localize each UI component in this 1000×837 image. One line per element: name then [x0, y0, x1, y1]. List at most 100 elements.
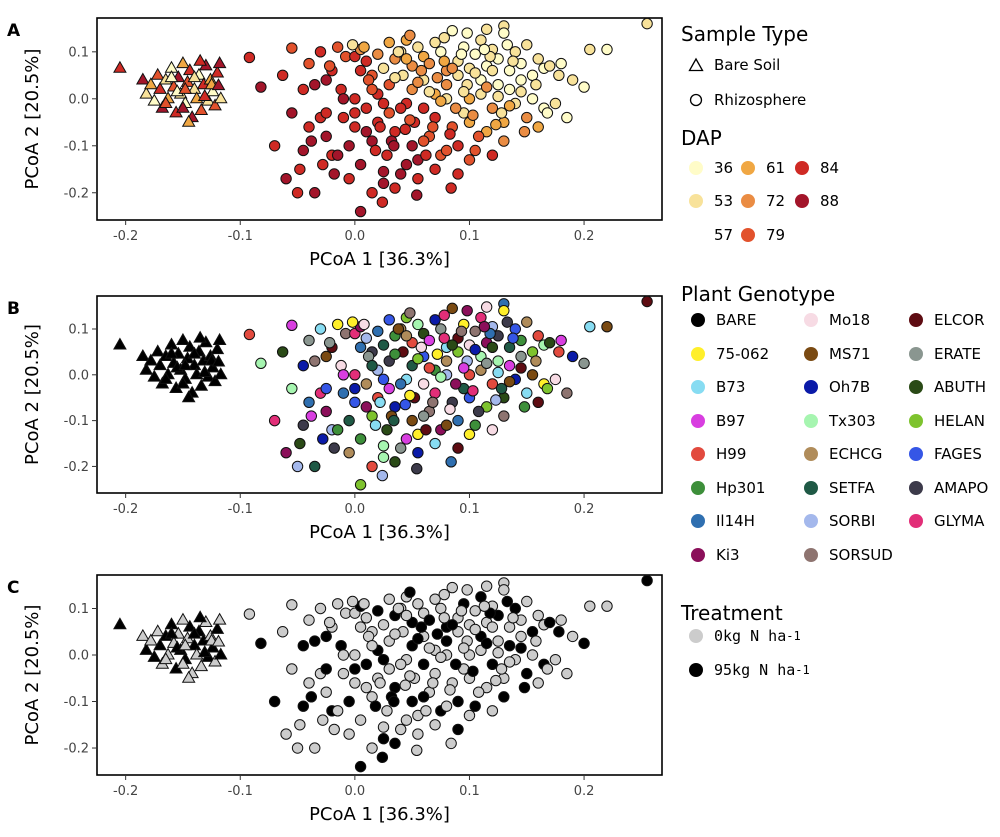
- data-point-rhizosphere: [503, 83, 516, 96]
- data-point-rhizosphere: [417, 378, 430, 390]
- data-point-rhizosphere: [480, 301, 493, 313]
- legend-item-genotype-echcg: ECHCG: [803, 445, 882, 463]
- data-point-rhizosphere: [276, 346, 289, 358]
- data-point-rhizosphere: [303, 614, 315, 626]
- data-point-rhizosphere: [360, 681, 373, 694]
- data-point-rhizosphere: [337, 93, 350, 105]
- data-point-rhizosphere: [335, 639, 347, 652]
- data-point-rhizosphere: [255, 637, 267, 650]
- data-point-bare-soil: [150, 624, 165, 637]
- y-tick-label: -0.1: [64, 139, 89, 154]
- data-point-rhizosphere: [317, 158, 329, 171]
- data-point-rhizosphere: [446, 619, 458, 631]
- data-point-rhizosphere: [472, 405, 485, 418]
- y-axis-label: PCoA 2 [20.5%]: [22, 605, 43, 746]
- data-point-bare-soil: [194, 378, 209, 391]
- data-point-rhizosphere: [463, 428, 476, 441]
- data-point-rhizosphere: [374, 677, 386, 689]
- data-point-rhizosphere: [406, 414, 418, 427]
- data-point-rhizosphere: [438, 612, 450, 624]
- data-point-rhizosphere: [346, 595, 359, 608]
- data-point-rhizosphere: [549, 97, 562, 110]
- legend-label: Rhizosphere: [714, 91, 807, 109]
- x-tick-label: -0.2: [113, 502, 138, 517]
- data-point-rhizosphere: [515, 630, 527, 643]
- circle-icon: [690, 480, 706, 496]
- legend-label: ERATE: [934, 344, 982, 363]
- data-point-rhizosphere: [354, 64, 367, 77]
- data-point-rhizosphere: [530, 355, 542, 367]
- legend-label: H99: [716, 445, 747, 463]
- data-point-rhizosphere: [354, 433, 367, 445]
- data-point-rhizosphere: [376, 469, 389, 482]
- data-point-rhizosphere: [389, 348, 401, 360]
- data-point-rhizosphere: [415, 341, 428, 354]
- data-point-rhizosphere: [423, 334, 436, 347]
- data-point-rhizosphere: [343, 446, 355, 459]
- legend-item-genotype-75-062: 75-062: [690, 345, 769, 363]
- circle-icon: [908, 446, 924, 462]
- data-point-rhizosphere: [376, 751, 389, 764]
- data-point-rhizosphere: [515, 350, 527, 363]
- data-point-rhizosphere: [337, 667, 350, 680]
- data-point-rhizosphere: [420, 705, 432, 717]
- data-point-rhizosphere: [395, 102, 407, 114]
- data-point-rhizosphere: [297, 639, 309, 652]
- data-point-rhizosphere: [641, 17, 653, 30]
- data-point-rhizosphere: [309, 460, 321, 473]
- panel-c: C -0.2 -0.1 0.0 0.1 0.2 -0.2 -0.1 0.0 0.1 PCoA 1 […: [7, 574, 663, 825]
- data-point-rhizosphere: [243, 51, 256, 64]
- data-point-rhizosphere: [377, 440, 390, 452]
- data-point-rhizosphere: [286, 382, 298, 395]
- circle-icon: [690, 379, 706, 395]
- data-point-rhizosphere: [374, 121, 386, 133]
- legend-item-genotype-tx303: Tx303: [803, 412, 876, 430]
- data-point-rhizosphere: [395, 723, 407, 736]
- data-point-bare-soil: [194, 659, 209, 672]
- legend-item-genotype-sorsud: SORSUD: [803, 546, 893, 564]
- legend-label: Hp301: [716, 478, 766, 497]
- data-point-rhizosphere: [331, 318, 344, 331]
- data-point-rhizosphere: [490, 674, 502, 687]
- data-point-rhizosphere: [366, 460, 378, 473]
- data-point-bare-soil: [211, 78, 226, 91]
- data-point-rhizosphere: [309, 635, 321, 647]
- data-point-rhizosphere: [486, 64, 499, 77]
- y-tick-label: -0.1: [64, 695, 89, 710]
- data-point-rhizosphere: [389, 737, 401, 750]
- data-point-rhizosphere: [328, 723, 340, 736]
- data-point-rhizosphere: [369, 419, 382, 431]
- data-point-rhizosphere: [381, 149, 393, 161]
- circle-icon: [690, 446, 706, 462]
- circle-icon: [690, 346, 706, 362]
- data-point-rhizosphere: [478, 43, 491, 56]
- data-point-rhizosphere: [420, 149, 432, 161]
- y-tick-label: -0.2: [64, 186, 89, 201]
- data-point-rhizosphere: [429, 437, 441, 450]
- data-point-rhizosphere: [360, 332, 373, 344]
- data-point-rhizosphere: [377, 97, 390, 110]
- data-point-rhizosphere: [360, 102, 373, 114]
- data-point-bare-soil: [176, 332, 190, 345]
- data-point-rhizosphere: [320, 350, 332, 363]
- data-point-rhizosphere: [255, 357, 267, 370]
- data-point-rhizosphere: [360, 55, 373, 67]
- data-point-rhizosphere: [389, 182, 401, 194]
- data-point-rhizosphere: [366, 187, 378, 199]
- data-point-rhizosphere: [354, 205, 367, 218]
- data-point-rhizosphere: [395, 442, 407, 454]
- data-point-bare-soil: [181, 390, 196, 403]
- legend-label: SORBI: [829, 512, 876, 530]
- data-point-rhizosphere: [389, 456, 401, 468]
- data-point-rhizosphere: [486, 705, 499, 717]
- data-point-bare-soil: [150, 344, 165, 357]
- data-point-bare-soil: [208, 374, 222, 387]
- data-point-bare-soil: [182, 63, 197, 76]
- legend-label: SETFA: [829, 478, 875, 497]
- data-point-rhizosphere: [427, 677, 439, 689]
- legend-label: 88: [820, 192, 840, 210]
- data-point-bare-soil: [193, 330, 208, 343]
- data-point-rhizosphere: [469, 623, 481, 636]
- data-point-bare-soil: [187, 346, 202, 359]
- data-point-rhizosphere: [541, 107, 554, 119]
